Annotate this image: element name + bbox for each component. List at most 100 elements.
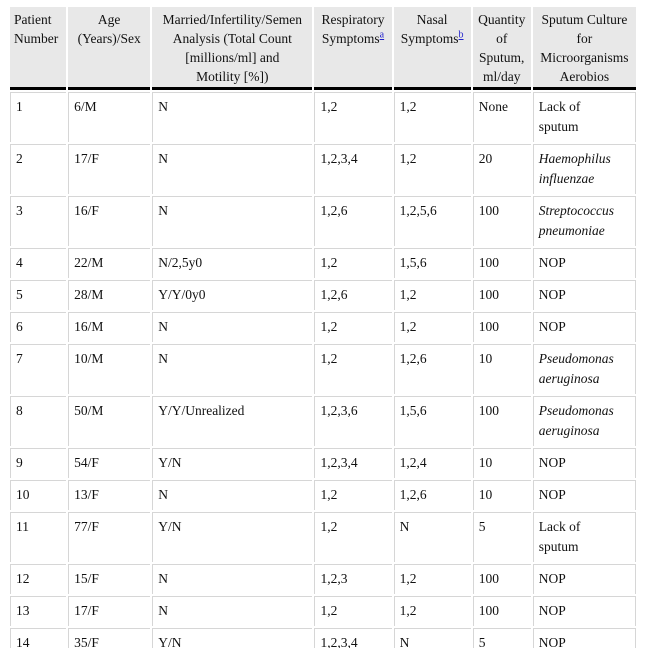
cell-respiratory: 1,2,3,4 — [314, 144, 392, 194]
cell-married: N — [152, 480, 313, 510]
cell-culture: NOP — [532, 312, 636, 342]
cell-nasal: 1,2,6 — [393, 344, 471, 394]
cell-culture: Lack of sputum — [532, 512, 636, 562]
cell-quantity: 100 — [472, 564, 531, 594]
cell-respiratory: 1,2 — [314, 512, 392, 562]
cell-nasal: 1,2 — [393, 312, 471, 342]
cell-married: N — [152, 564, 313, 594]
cell-patient: 2 — [10, 144, 67, 194]
cell-quantity: 20 — [472, 144, 531, 194]
column-header-label: Patient Number — [14, 12, 59, 46]
cell-culture: NOP — [532, 596, 636, 626]
cell-patient: 14 — [10, 628, 67, 648]
cell-respiratory: 1,2 — [314, 92, 392, 142]
cell-respiratory: 1,2 — [314, 480, 392, 510]
table-row: 5 28/M Y/Y/0y0 1,2,6 1,2 100 NOP — [10, 280, 636, 310]
cell-age_sex: 16/F — [68, 196, 151, 246]
column-header-patient: Patient Number — [10, 7, 67, 90]
cell-married: Y/N — [152, 448, 313, 478]
cell-respiratory: 1,2,3 — [314, 564, 392, 594]
cell-culture: Pseudomonas aeruginosa — [532, 396, 636, 446]
cell-respiratory: 1,2 — [314, 312, 392, 342]
cell-nasal: 1,5,6 — [393, 248, 471, 278]
table-row: 14 35/F Y/N 1,2,3,4 N 5 NOP — [10, 628, 636, 648]
cell-quantity: 100 — [472, 248, 531, 278]
cell-patient: 1 — [10, 92, 67, 142]
cell-quantity: 5 — [472, 512, 531, 562]
cell-age_sex: 35/F — [68, 628, 151, 648]
column-header-culture: Sputum Culture for Microorganisms Aerobi… — [532, 7, 636, 90]
cell-quantity: 10 — [472, 448, 531, 478]
cell-age_sex: 16/M — [68, 312, 151, 342]
cell-quantity: 100 — [472, 396, 531, 446]
cell-quantity: 100 — [472, 280, 531, 310]
cell-married: N — [152, 312, 313, 342]
column-header-label: Married/Infertility/Semen Analysis (Tota… — [162, 12, 303, 84]
cell-married: N — [152, 596, 313, 626]
cell-quantity: 10 — [472, 480, 531, 510]
cell-patient: 9 — [10, 448, 67, 478]
cell-nasal: 1,2 — [393, 92, 471, 142]
cell-age_sex: 6/M — [68, 92, 151, 142]
cell-culture: Streptococcus pneumoniae — [532, 196, 636, 246]
column-header-label: Age (Years)/Sex — [77, 12, 141, 46]
header-row: Patient Number Age (Years)/Sex Married/Inf… — [10, 7, 636, 90]
table-row: 13 17/F N 1,2 1,2 100 NOP — [10, 596, 636, 626]
cell-culture: Haemophilus influenzae — [532, 144, 636, 194]
cell-respiratory: 1,2,3,4 — [314, 628, 392, 648]
cell-patient: 3 — [10, 196, 67, 246]
cell-culture: NOP — [532, 280, 636, 310]
column-header-age_sex: Age (Years)/Sex — [68, 7, 151, 90]
cell-nasal: 1,2 — [393, 144, 471, 194]
cell-respiratory: 1,2 — [314, 596, 392, 626]
table-row: 7 10/M N 1,2 1,2,6 10 Pseudomonas aeruginosa — [10, 344, 636, 394]
cell-married: Y/Y/0y0 — [152, 280, 313, 310]
cell-patient: 8 — [10, 396, 67, 446]
cell-quantity: 100 — [472, 596, 531, 626]
table-row: 1 6/M N 1,2 1,2 None Lack of sputum — [10, 92, 636, 142]
cell-quantity: None — [472, 92, 531, 142]
cell-married: Y/N — [152, 512, 313, 562]
table-row: 2 17/F N 1,2,3,4 1,2 20 Haemophilus influenzae — [10, 144, 636, 194]
cell-patient: 5 — [10, 280, 67, 310]
table-header: Patient Number Age (Years)/Sex Married/Inf… — [10, 7, 636, 90]
table-row: 4 22/M N/2,5y0 1,2 1,5,6 100 NOP — [10, 248, 636, 278]
cell-age_sex: 22/M — [68, 248, 151, 278]
cell-patient: 13 — [10, 596, 67, 626]
cell-respiratory: 1,2,6 — [314, 280, 392, 310]
cell-respiratory: 1,2 — [314, 248, 392, 278]
table-row: 10 13/F N 1,2 1,2,6 10 NOP — [10, 480, 636, 510]
table-row: 9 54/F Y/N 1,2,3,4 1,2,4 10 NOP — [10, 448, 636, 478]
cell-nasal: 1,2 — [393, 564, 471, 594]
cell-age_sex: 28/M — [68, 280, 151, 310]
column-header-label: Respiratory Symptoms — [321, 12, 385, 46]
column-header-quantity: Quantity of Sputum, ml/day — [472, 7, 531, 90]
cell-nasal: 1,2 — [393, 596, 471, 626]
cell-nasal: N — [393, 628, 471, 648]
cell-age_sex: 77/F — [68, 512, 151, 562]
cell-age_sex: 17/F — [68, 596, 151, 626]
cell-married: Y/Y/Unrealized — [152, 396, 313, 446]
cell-patient: 10 — [10, 480, 67, 510]
footnote-a-link[interactable]: a — [379, 29, 385, 41]
footnote-b-link[interactable]: b — [458, 29, 464, 41]
cell-age_sex: 54/F — [68, 448, 151, 478]
cell-nasal: 1,5,6 — [393, 396, 471, 446]
table-row: 6 16/M N 1,2 1,2 100 NOP — [10, 312, 636, 342]
cell-respiratory: 1,2,3,4 — [314, 448, 392, 478]
cell-married: Y/N — [152, 628, 313, 648]
cell-married: N/2,5y0 — [152, 248, 313, 278]
cell-patient: 11 — [10, 512, 67, 562]
cell-respiratory: 1,2 — [314, 344, 392, 394]
cell-age_sex: 13/F — [68, 480, 151, 510]
cell-culture: Lack of sputum — [532, 92, 636, 142]
cell-married: N — [152, 196, 313, 246]
cell-culture: Pseudomonas aeruginosa — [532, 344, 636, 394]
cell-patient: 4 — [10, 248, 67, 278]
cell-culture: NOP — [532, 480, 636, 510]
cell-married: N — [152, 144, 313, 194]
cell-age_sex: 10/M — [68, 344, 151, 394]
cell-quantity: 100 — [472, 196, 531, 246]
cell-patient: 7 — [10, 344, 67, 394]
cell-nasal: N — [393, 512, 471, 562]
